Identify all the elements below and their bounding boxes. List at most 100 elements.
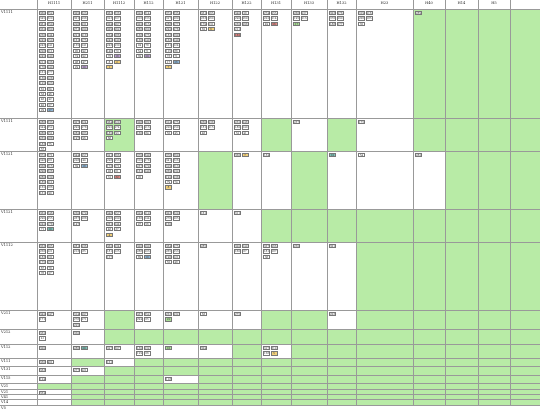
empty-cell bbox=[327, 329, 356, 344]
cell-value: 131 bbox=[46, 254, 54, 259]
cell-value: 74 bbox=[73, 54, 80, 59]
empty-cell bbox=[510, 399, 540, 405]
column-header: H1112 bbox=[112, 1, 126, 5]
empty-cell bbox=[291, 344, 327, 358]
column-divider bbox=[37, 0, 38, 405]
empty-cell bbox=[445, 358, 478, 366]
cell-value: 245 bbox=[39, 38, 46, 43]
cell-value: 197 bbox=[73, 136, 80, 141]
cell-value: 78 bbox=[143, 43, 151, 48]
cell-value: 353 bbox=[39, 244, 46, 249]
empty-cell bbox=[291, 394, 327, 399]
empty-cell bbox=[413, 399, 445, 405]
cell-value: 269 bbox=[165, 169, 172, 174]
empty-cell bbox=[478, 383, 510, 389]
empty-cell bbox=[413, 329, 445, 344]
row-divider bbox=[0, 383, 540, 384]
cell-value: 17 bbox=[293, 21, 300, 26]
cell-value: 240 bbox=[113, 38, 121, 43]
cell-value: 70 bbox=[113, 48, 121, 53]
cell-value: 166 bbox=[136, 216, 143, 221]
cell-value: 278 bbox=[143, 158, 151, 163]
empty-cell bbox=[291, 389, 327, 394]
cell-value: 253 bbox=[200, 16, 207, 21]
row-header: V131 bbox=[1, 367, 11, 371]
cell-value: 6 bbox=[207, 27, 215, 32]
cell-value: 271 bbox=[73, 27, 80, 32]
cell-value: 281 bbox=[46, 158, 54, 163]
cell-value: 326 bbox=[172, 158, 180, 163]
empty-cell bbox=[198, 383, 232, 389]
cell-value: 253 bbox=[113, 158, 121, 163]
cell-value: 352 bbox=[143, 312, 151, 317]
cell-value: 240 bbox=[46, 54, 54, 59]
row-divider bbox=[0, 344, 540, 345]
cell-value: 238 bbox=[207, 120, 215, 125]
cell-value: 144 bbox=[143, 216, 151, 221]
cell-value: 236 bbox=[46, 59, 54, 64]
empty-cell bbox=[445, 209, 478, 242]
empty-cell bbox=[445, 383, 478, 389]
cell-value: 178 bbox=[46, 221, 54, 226]
cell-value: 294 bbox=[136, 317, 143, 322]
column-header: H132 bbox=[336, 1, 347, 5]
cell-value: 275 bbox=[234, 312, 241, 317]
cell-value: 144 bbox=[113, 221, 121, 226]
empty-cell bbox=[163, 399, 198, 405]
cell-value: 329 bbox=[136, 211, 143, 216]
cell-value: 240 bbox=[46, 65, 54, 70]
cell-value: 10 bbox=[165, 346, 172, 351]
cell-value: 260 bbox=[207, 16, 215, 21]
cell-value: 129 bbox=[136, 351, 143, 356]
cell-value: 363 bbox=[106, 11, 113, 16]
cell-value: 8 bbox=[106, 59, 113, 64]
empty-cell bbox=[356, 366, 413, 375]
empty-cell bbox=[198, 151, 232, 209]
cell-value: 309 bbox=[106, 27, 113, 32]
empty-cell bbox=[327, 344, 356, 358]
row-header: V111 bbox=[1, 359, 11, 363]
cell-value: 366 bbox=[234, 153, 241, 158]
cell-value: 237 bbox=[136, 163, 143, 168]
empty-cell bbox=[104, 310, 134, 329]
cell-value: 85 bbox=[80, 249, 88, 254]
cell-value: 17 bbox=[165, 59, 172, 64]
cell-value: 350 bbox=[73, 331, 80, 336]
cell-value: 161 bbox=[136, 169, 143, 174]
empty-cell bbox=[104, 399, 134, 405]
cell-value: 46 bbox=[106, 227, 113, 232]
cell-value: 185 bbox=[39, 180, 46, 185]
column-header: H122 bbox=[210, 1, 220, 5]
cell-value: 319 bbox=[358, 11, 365, 16]
empty-cell bbox=[291, 366, 327, 375]
cell-value: 95 bbox=[73, 48, 80, 53]
cell-value: 20 bbox=[80, 346, 88, 351]
cell-value: 55 bbox=[165, 260, 172, 265]
cell-value: 344 bbox=[73, 153, 80, 158]
cell-value: 348 bbox=[39, 158, 46, 163]
cell-value: 39 bbox=[136, 54, 143, 59]
cell-value: 276 bbox=[336, 11, 344, 16]
cell-value: 305 bbox=[73, 11, 80, 16]
cell-value: 131 bbox=[207, 21, 215, 26]
empty-cell bbox=[163, 358, 198, 366]
empty-cell bbox=[232, 399, 261, 405]
cell-value: 311 bbox=[234, 211, 241, 216]
cell-value: 96 bbox=[80, 136, 88, 141]
cell-value: 281 bbox=[73, 244, 80, 249]
cell-value: 32 bbox=[113, 174, 121, 179]
cell-value: 40 bbox=[39, 102, 46, 107]
empty-cell bbox=[510, 9, 540, 118]
row-divider bbox=[0, 399, 540, 400]
empty-cell bbox=[104, 394, 134, 399]
row-divider bbox=[0, 118, 540, 119]
row-header: V1121 bbox=[1, 210, 13, 214]
cell-value: 134 bbox=[263, 153, 270, 158]
empty-cell bbox=[261, 310, 291, 329]
cell-value: 257 bbox=[113, 211, 121, 216]
empty-cell bbox=[413, 375, 445, 383]
cell-value: 171 bbox=[113, 163, 121, 168]
cell-value: 140 bbox=[143, 169, 151, 174]
cell-value: 177 bbox=[46, 70, 54, 75]
cell-value: 296 bbox=[39, 169, 46, 174]
